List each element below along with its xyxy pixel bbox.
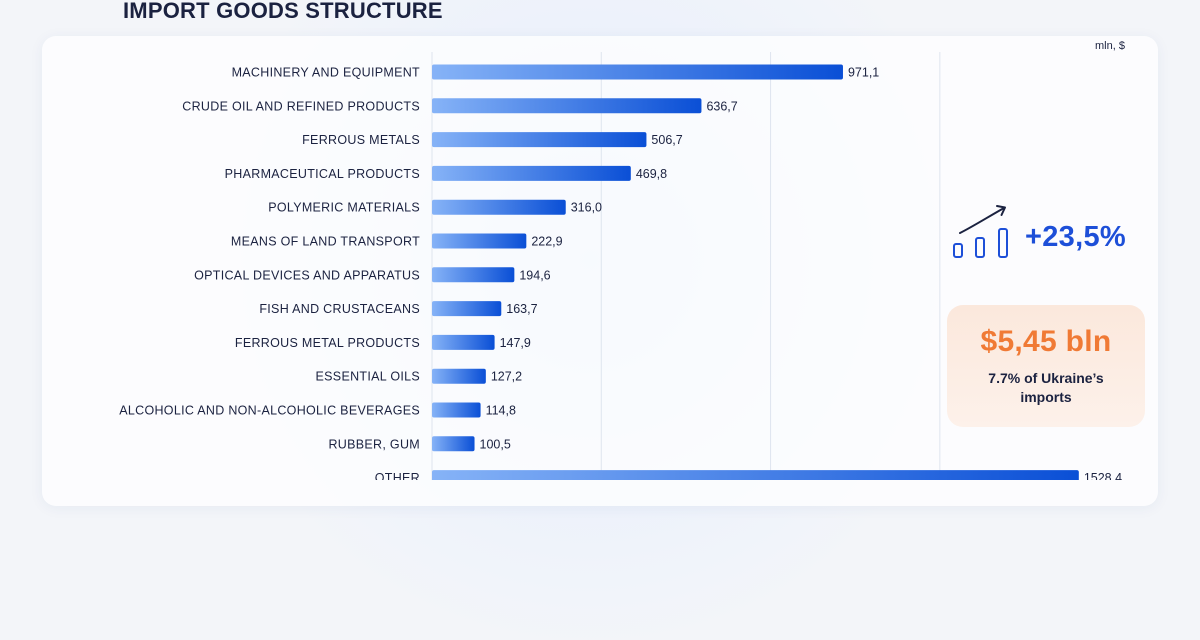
category-label: RUBBER, GUM <box>328 437 420 451</box>
page-title: IMPORT GOODS STRUCTURE <box>123 0 443 23</box>
value-label: 636,7 <box>706 99 737 113</box>
category-label: POLYMERIC MATERIALS <box>268 201 420 215</box>
category-label: OPTICAL DEVICES AND APPARATUS <box>194 268 420 282</box>
category-label: FISH AND CRUSTACEANS <box>259 302 420 316</box>
bar <box>432 98 702 114</box>
bar <box>432 368 486 384</box>
bar <box>432 301 502 317</box>
category-label: MACHINERY AND EQUIPMENT <box>232 66 420 80</box>
category-label: ESSENTIAL OILS <box>316 370 420 384</box>
value-label: 147,9 <box>500 336 531 350</box>
total-imports-card: $5,45 bln 7.7% of Ukraine’s imports <box>947 305 1145 427</box>
bar <box>432 334 495 350</box>
category-label: ALCOHOLIC AND NON-ALCOHOLIC BEVERAGES <box>119 404 420 418</box>
value-label: 100,5 <box>480 437 511 451</box>
bar-chart: MACHINERY AND EQUIPMENT 971,1 CRUDE OIL AN… <box>119 52 1122 480</box>
chart-card <box>42 36 1158 506</box>
category-label: CRUDE OIL AND REFINED PRODUCTS <box>182 99 420 113</box>
value-label: 1528,4 <box>1084 471 1122 480</box>
category-label: OTHER <box>375 471 420 480</box>
value-label: 469,8 <box>636 167 667 181</box>
category-label: FERROUS METAL PRODUCTS <box>235 336 420 350</box>
growth-value: +23,5% <box>1025 221 1126 253</box>
value-label: 194,6 <box>519 268 550 282</box>
bar <box>432 132 647 148</box>
bar <box>432 199 566 215</box>
bar <box>432 402 481 418</box>
bar <box>432 470 1079 480</box>
bar <box>432 233 527 249</box>
bar <box>432 436 475 452</box>
value-label: 506,7 <box>651 133 682 147</box>
value-label: 316,0 <box>571 201 602 215</box>
value-label: 127,2 <box>491 370 522 384</box>
value-label: 114,8 <box>486 404 516 418</box>
category-label: PHARMACEUTICAL PRODUCTS <box>225 167 420 181</box>
unit-label: mln, $ <box>1095 40 1125 52</box>
value-label: 222,9 <box>531 235 562 249</box>
bar <box>432 267 515 283</box>
bar <box>432 165 631 181</box>
value-label: 971,1 <box>848 66 879 80</box>
growth-chart-icon <box>953 205 1008 258</box>
total-note: 7.7% of Ukraine’s imports <box>988 370 1104 405</box>
bar <box>432 64 843 80</box>
total-value: $5,45 bln <box>980 325 1112 358</box>
category-label: FERROUS METALS <box>302 133 420 147</box>
value-label: 163,7 <box>506 302 537 316</box>
category-label: MEANS OF LAND TRANSPORT <box>231 235 420 249</box>
